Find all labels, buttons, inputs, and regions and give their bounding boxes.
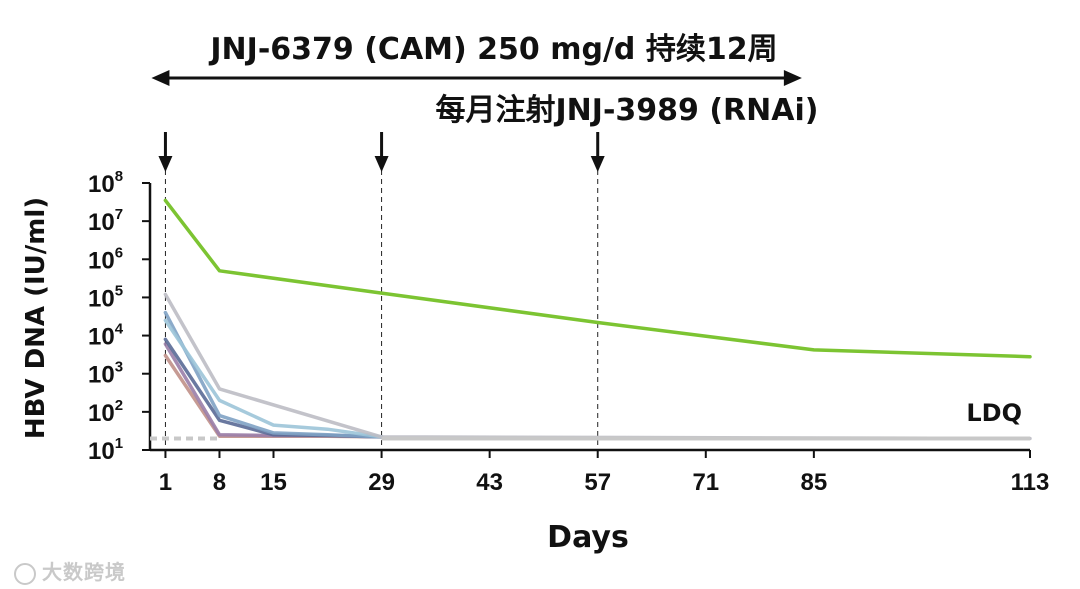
x-tick-label: 15 — [260, 469, 287, 496]
y-tick-label: 102 — [88, 397, 123, 427]
watermark-logo-icon — [14, 562, 36, 585]
dashed-guides — [164, 170, 599, 450]
watermark: 大数跨境 — [14, 556, 126, 585]
x-tick-label: 43 — [476, 469, 503, 496]
series-lines: LDQ — [150, 198, 1032, 441]
x-axis-label: Days — [547, 520, 629, 555]
y-tick-label: 107 — [88, 206, 123, 236]
x-tick-label: 1 — [159, 469, 172, 496]
cam-regimen-title: JNJ-6379 (CAM) 250 mg/d 持续12周 — [208, 32, 777, 67]
x-tick-label: 113 — [1011, 469, 1050, 496]
series-line-patient — [163, 310, 384, 439]
series-line-patient — [163, 318, 384, 439]
down-arrow-icon — [158, 156, 173, 172]
axes: 101 102 103 104 105 106 107 108 1 8 15 29 43 57 71 85 11… — [21, 168, 1049, 555]
x-tick-label: 8 — [213, 469, 226, 496]
y-axis-label: HBV DNA (IU/ml) — [21, 197, 51, 439]
ldq-label: LDQ — [966, 399, 1022, 427]
watermark-text: 大数跨境 — [42, 560, 126, 584]
rnai-injection-title: 每月注射JNJ-3989 (RNAi) — [436, 93, 819, 128]
annotations: JNJ-6379 (CAM) 250 mg/d 持续12周每月注射JNJ-398… — [151, 32, 818, 172]
arrow-left-head-icon — [151, 70, 170, 86]
y-tick-label: 108 — [88, 168, 123, 198]
x-tick-label: 71 — [692, 469, 719, 496]
down-arrow-icon — [374, 156, 389, 172]
y-tick-label: 101 — [88, 435, 123, 465]
y-tick-label: 104 — [88, 321, 124, 351]
x-tick-label: 85 — [801, 469, 828, 496]
series-line-high-viral-load — [163, 198, 1032, 359]
arrow-right-head-icon — [783, 70, 802, 86]
y-tick-label: 105 — [88, 282, 123, 312]
y-tick-label: 106 — [88, 244, 123, 274]
x-tick-label: 29 — [368, 469, 395, 496]
y-tick-label: 103 — [88, 359, 123, 389]
x-tick-label: 57 — [584, 469, 611, 496]
down-arrow-icon — [590, 156, 605, 172]
